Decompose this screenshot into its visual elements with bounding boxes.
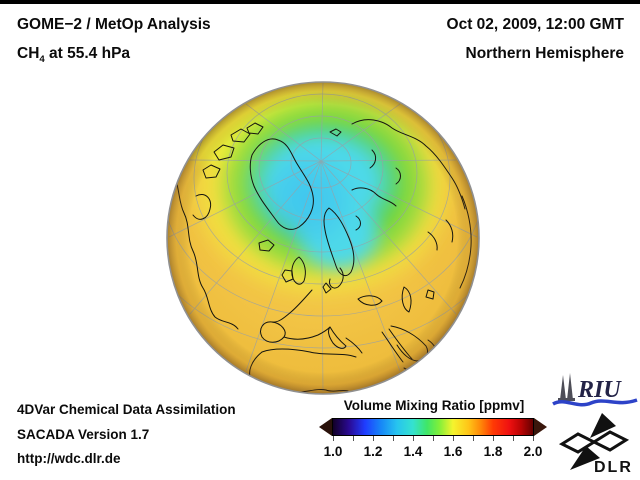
dlr-logo: DLR [556, 413, 640, 477]
limb-shading [167, 82, 479, 394]
colorbar-tick-label: 1.8 [483, 444, 503, 459]
credit-line-version: SACADA Version 1.7 [17, 426, 150, 442]
species-level-title: CH4 at 55.4 hPa [17, 39, 211, 74]
colorbar-tick [373, 436, 374, 441]
colorbar-bar-row [319, 417, 549, 436]
analysis-datetime: Oct 02, 2009, 12:00 GMT [446, 16, 624, 33]
credit-line-assimilation: 4DVar Chemical Data Assimilation [17, 402, 236, 417]
colorbar-arrow-left [319, 417, 332, 436]
colorbar: Volume Mixing Ratio [ppmv] 1.0 1.2 1.4 1.6 1… [319, 398, 549, 460]
dlr-logo-svg: DLR [558, 413, 633, 476]
colorbar-ticks [333, 436, 534, 441]
riu-logo: RIU [551, 370, 640, 411]
footer-credits: 4DVar Chemical Data Assimilation SACADA … [17, 398, 236, 472]
dlr-logo-text: DLR [594, 459, 633, 476]
colorbar-tick [413, 436, 414, 441]
credit-line-url: http://wdc.dlr.de [17, 451, 121, 466]
colorbar-tick [533, 436, 534, 441]
top-border-bar [0, 0, 640, 4]
colorbar-title: Volume Mixing Ratio [ppmv] [343, 398, 525, 413]
colorbar-tick-label: 1.6 [443, 444, 463, 459]
colorbar-tick [493, 436, 494, 441]
analysis-title: GOME−2 / MetOp Analysis [17, 16, 211, 33]
globe-clip-group [167, 82, 479, 394]
colorbar-tick [353, 436, 354, 441]
riu-logo-svg: RIU [552, 373, 638, 407]
dlr-emblem-icon [558, 413, 630, 470]
colorbar-tick-label: 1.4 [403, 444, 423, 459]
globe-svg [166, 81, 480, 395]
globe-map [165, 80, 483, 398]
species-symbol: CH [17, 45, 40, 62]
colorbar-tick-label: 2.0 [523, 444, 543, 459]
cologne-cathedral-icon [558, 373, 575, 401]
header-right: Oct 02, 2009, 12:00 GMT Northern Hemisph… [447, 10, 624, 68]
hemisphere-label: Northern Hemisphere [465, 45, 624, 62]
colorbar-tick [513, 436, 514, 441]
colorbar-tick-label: 1.0 [323, 444, 343, 459]
colorbar-tick [453, 436, 454, 441]
colorbar-labels: 1.0 1.2 1.4 1.6 1.8 2.0 [324, 444, 543, 460]
colorbar-tick [473, 436, 474, 441]
colorbar-tick [433, 436, 434, 441]
colorbar-tick-label: 1.2 [363, 444, 383, 459]
colorbar-gradient [332, 417, 534, 436]
colorbar-tick [333, 436, 334, 441]
species-subscript: 4 [39, 54, 45, 66]
riu-logo-text: RIU [577, 377, 622, 403]
header-left: GOME−2 / MetOp Analysis CH4 at 55.4 hPa [17, 10, 211, 74]
colorbar-arrow-right [534, 417, 547, 436]
globe-rim [166, 81, 480, 395]
colorbar-tick [393, 436, 394, 441]
pressure-level: at 55.4 hPa [44, 45, 131, 62]
rhine-wave-icon [552, 398, 638, 407]
